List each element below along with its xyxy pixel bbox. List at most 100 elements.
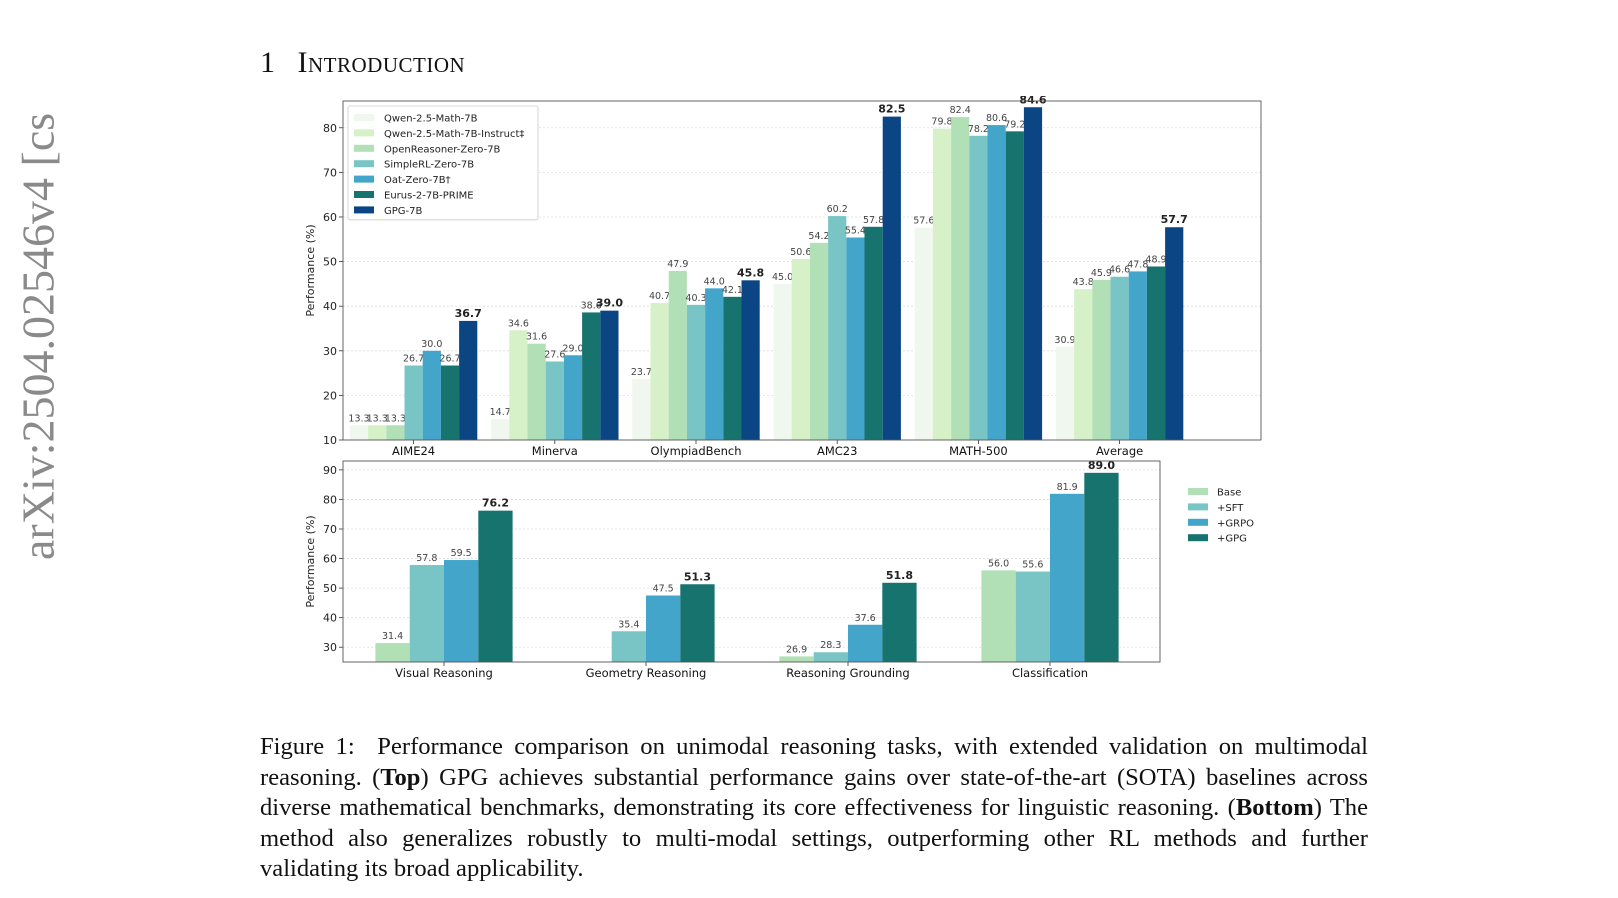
legend-label: SimpleRL-Zero-7B [384, 160, 474, 171]
legend-label: +GPG [1217, 534, 1247, 545]
legend-label: GPG-7B [384, 206, 422, 217]
x-tick-label: MATH-500 [949, 444, 1008, 458]
bar [1055, 346, 1075, 440]
bar [932, 128, 952, 440]
data-label: 50.6 [790, 247, 811, 258]
data-label: 14.7 [490, 407, 511, 418]
data-label: 55.6 [1022, 560, 1043, 571]
bar [491, 419, 510, 440]
bar [409, 565, 444, 662]
data-label: 80.6 [986, 113, 1007, 124]
bar [773, 283, 792, 440]
data-label: 28.3 [820, 640, 841, 651]
y-tick-label: 60 [323, 553, 337, 566]
bar [1084, 472, 1119, 662]
legend-swatch [354, 191, 374, 198]
bar [741, 280, 760, 440]
legend-swatch [354, 160, 374, 168]
data-label: 31.6 [526, 332, 547, 343]
data-label: 31.4 [382, 631, 403, 642]
bar [846, 237, 865, 440]
bar [686, 304, 706, 440]
bar [509, 330, 528, 440]
data-label: 57.6 [913, 216, 934, 227]
y-tick-label: 10 [323, 434, 337, 447]
data-label: 47.5 [653, 583, 674, 594]
data-label: 37.6 [855, 613, 876, 624]
data-label: 40.7 [649, 291, 670, 302]
data-label: 57.7 [1161, 213, 1188, 226]
legend-label: OpenReasoner-Zero-7B [384, 144, 501, 155]
bar [646, 595, 681, 662]
data-label: 35.4 [618, 619, 639, 630]
bar [545, 361, 564, 440]
legend-label: Eurus-2-7B-PRIME [384, 191, 474, 202]
y-tick-label: 20 [323, 389, 337, 402]
bar [1146, 266, 1166, 440]
y-tick-label: 60 [323, 211, 337, 224]
section-heading: 1 Introduction [260, 46, 465, 80]
bar [368, 425, 387, 440]
legend-label: Oat-Zero-7B† [384, 175, 451, 186]
x-tick-label: Geometry Reasoning [586, 666, 707, 680]
bar [563, 355, 583, 440]
arxiv-identifier: arXiv:2504.02546v4 [cs [12, 112, 64, 560]
bar [882, 116, 901, 440]
legend-swatch [354, 114, 374, 121]
bar [600, 310, 619, 440]
y-tick-label: 30 [323, 345, 337, 358]
data-label: 26.9 [786, 644, 807, 655]
caption-text-3: ) The method also generalizes robustly t… [260, 794, 1368, 882]
bar [459, 320, 478, 440]
data-label: 47.8 [1127, 259, 1148, 270]
caption-top: Top [380, 763, 421, 791]
data-label: 45.8 [737, 266, 764, 279]
bar [611, 631, 646, 662]
section-number: 1 [260, 46, 276, 79]
data-label: 59.5 [451, 548, 472, 559]
bar [981, 570, 1016, 662]
bar [440, 365, 460, 440]
data-label: 57.8 [863, 215, 884, 226]
data-label: 39.0 [596, 297, 623, 310]
data-label: 55.4 [845, 225, 866, 236]
legend-swatch [354, 175, 374, 183]
y-tick-label: 80 [323, 122, 337, 135]
data-label: 44.0 [704, 276, 725, 287]
data-label: 56.0 [988, 558, 1009, 569]
bar [668, 270, 687, 440]
data-label: 89.0 [1088, 459, 1115, 472]
caption-label: Figure 1: [260, 733, 355, 760]
data-label: 79.8 [931, 117, 952, 128]
x-tick-label: Reasoning Grounding [786, 666, 909, 680]
data-label: 42.1 [722, 285, 743, 296]
bar [404, 365, 423, 440]
bar [527, 343, 546, 440]
bar [809, 242, 829, 440]
bar [650, 303, 669, 440]
data-label: 36.7 [455, 307, 482, 320]
data-label: 34.6 [508, 318, 529, 329]
data-label: 51.8 [886, 569, 913, 582]
y-tick-label: 40 [323, 612, 337, 625]
bar [1005, 131, 1024, 440]
data-label: 54.2 [808, 231, 829, 242]
legend-swatch [1188, 488, 1208, 495]
legend-swatch [354, 206, 374, 214]
legend-swatch [1188, 518, 1208, 526]
x-tick-label: Minerva [532, 444, 578, 458]
x-tick-label: OlympiadBench [651, 444, 742, 458]
data-label: 45.9 [1091, 268, 1112, 279]
y-tick-label: 70 [323, 166, 337, 179]
bar [813, 652, 848, 662]
x-tick-label: Visual Reasoning [395, 666, 493, 680]
data-label: 40.3 [685, 293, 706, 304]
x-tick-label: AMC23 [817, 444, 857, 458]
y-axis-label: Performance (%) [304, 515, 317, 607]
bar [422, 350, 441, 440]
bar [848, 624, 883, 662]
y-tick-label: 50 [323, 256, 337, 269]
legend-label: +GRPO [1217, 518, 1254, 529]
bar [779, 656, 814, 662]
